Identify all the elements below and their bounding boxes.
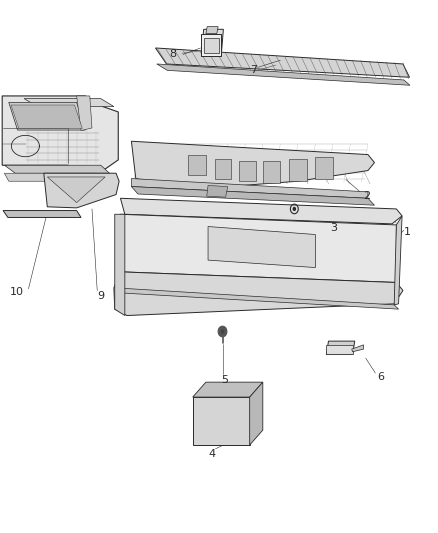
- Polygon shape: [206, 27, 218, 34]
- Text: 9: 9: [97, 291, 104, 301]
- Text: 6: 6: [378, 372, 385, 382]
- Polygon shape: [4, 173, 101, 181]
- Polygon shape: [289, 159, 307, 181]
- Polygon shape: [44, 173, 119, 208]
- Polygon shape: [77, 96, 92, 131]
- Polygon shape: [24, 99, 114, 107]
- Polygon shape: [352, 345, 364, 352]
- Circle shape: [218, 326, 227, 337]
- Polygon shape: [208, 227, 315, 268]
- Polygon shape: [326, 345, 353, 354]
- Text: 7: 7: [250, 66, 257, 75]
- Polygon shape: [11, 105, 82, 128]
- Polygon shape: [2, 96, 118, 173]
- Polygon shape: [215, 159, 231, 179]
- Polygon shape: [114, 272, 403, 316]
- Polygon shape: [188, 155, 206, 175]
- Polygon shape: [263, 161, 280, 183]
- Polygon shape: [47, 177, 105, 203]
- Polygon shape: [9, 102, 85, 130]
- Polygon shape: [131, 187, 374, 205]
- Polygon shape: [201, 29, 223, 56]
- Text: 4: 4: [208, 449, 215, 459]
- Text: 3: 3: [330, 223, 337, 233]
- Polygon shape: [155, 48, 410, 77]
- Polygon shape: [239, 161, 256, 181]
- Polygon shape: [207, 185, 228, 197]
- Circle shape: [293, 207, 296, 211]
- Text: 10: 10: [10, 287, 24, 297]
- Polygon shape: [193, 397, 250, 445]
- Polygon shape: [115, 214, 125, 316]
- Polygon shape: [193, 382, 263, 397]
- Polygon shape: [157, 64, 410, 85]
- Polygon shape: [394, 216, 402, 305]
- Polygon shape: [250, 382, 263, 445]
- Polygon shape: [120, 214, 396, 282]
- Polygon shape: [131, 141, 374, 187]
- Text: 5: 5: [221, 375, 228, 385]
- Polygon shape: [3, 211, 81, 217]
- Text: 2: 2: [364, 191, 371, 201]
- Polygon shape: [204, 38, 219, 53]
- Polygon shape: [120, 198, 402, 224]
- Text: 8: 8: [170, 50, 177, 59]
- Polygon shape: [4, 165, 109, 173]
- Polygon shape: [315, 157, 333, 179]
- Polygon shape: [131, 179, 368, 198]
- Polygon shape: [115, 288, 399, 309]
- Text: 1: 1: [404, 227, 411, 237]
- Circle shape: [221, 329, 224, 334]
- Polygon shape: [201, 34, 221, 56]
- Polygon shape: [326, 341, 355, 354]
